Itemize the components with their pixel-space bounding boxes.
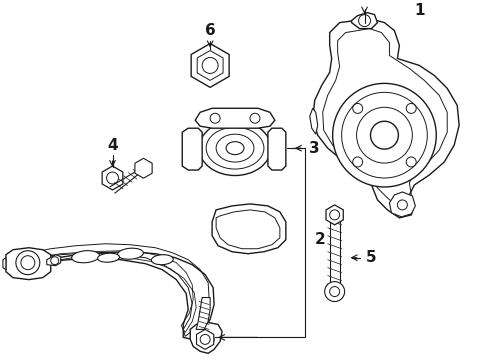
Polygon shape — [197, 50, 223, 80]
Ellipse shape — [225, 141, 244, 154]
Polygon shape — [135, 158, 152, 178]
Circle shape — [356, 107, 411, 163]
Ellipse shape — [216, 134, 253, 162]
Circle shape — [332, 84, 435, 187]
Polygon shape — [195, 108, 274, 128]
Text: 5: 5 — [366, 250, 376, 265]
Polygon shape — [47, 255, 61, 266]
Ellipse shape — [98, 253, 119, 262]
Text: 1: 1 — [413, 3, 424, 18]
Polygon shape — [11, 252, 214, 339]
Circle shape — [324, 282, 344, 302]
Polygon shape — [191, 44, 229, 87]
Polygon shape — [182, 128, 202, 170]
Text: 2: 2 — [314, 232, 325, 247]
Text: 3: 3 — [309, 141, 319, 156]
Polygon shape — [102, 166, 122, 190]
Text: 6: 6 — [204, 23, 215, 38]
Polygon shape — [6, 248, 51, 280]
Ellipse shape — [151, 255, 173, 265]
Polygon shape — [312, 19, 458, 218]
Polygon shape — [267, 128, 285, 170]
Ellipse shape — [117, 248, 143, 259]
Polygon shape — [388, 192, 414, 217]
Ellipse shape — [72, 251, 100, 263]
Text: 4: 4 — [107, 138, 118, 153]
Polygon shape — [309, 108, 317, 134]
Polygon shape — [196, 329, 213, 349]
Circle shape — [341, 92, 427, 178]
Polygon shape — [325, 205, 343, 225]
Circle shape — [16, 251, 40, 275]
Polygon shape — [3, 258, 6, 270]
Polygon shape — [212, 204, 285, 254]
Polygon shape — [351, 13, 377, 28]
Ellipse shape — [206, 127, 264, 169]
Ellipse shape — [199, 121, 270, 176]
Polygon shape — [196, 298, 210, 329]
Polygon shape — [190, 323, 222, 353]
